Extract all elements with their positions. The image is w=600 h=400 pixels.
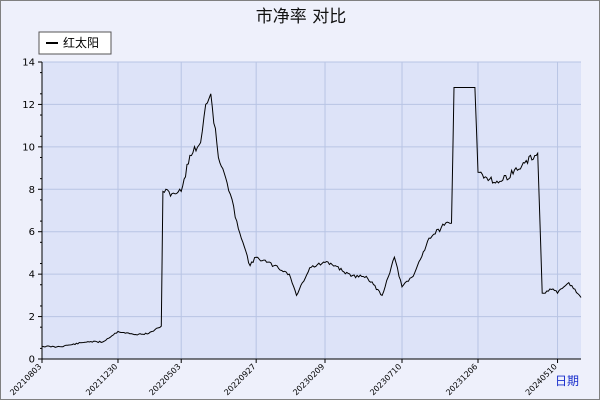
series-line-hongtaiyang bbox=[41, 87, 582, 348]
y-tick-label: 12 bbox=[22, 100, 35, 111]
y-tick-label: 10 bbox=[22, 142, 35, 153]
x-tick-label: 20230710 bbox=[368, 362, 403, 397]
series-layer bbox=[41, 87, 582, 348]
axes bbox=[38, 61, 581, 363]
y-tick-label: 4 bbox=[29, 270, 35, 281]
x-tick-label: 20240510 bbox=[524, 362, 559, 397]
x-tick-label: 20231206 bbox=[444, 362, 479, 397]
y-tick-label: 2 bbox=[29, 312, 35, 323]
legend: 红太阳 bbox=[38, 31, 112, 55]
y-tick-label: 14 bbox=[22, 58, 35, 69]
x-tick-label: 20211230 bbox=[84, 362, 119, 397]
chart-title: 市净率 对比 bbox=[256, 7, 346, 27]
x-tick-label: 20220503 bbox=[147, 362, 182, 397]
y-tick-label: 6 bbox=[29, 227, 35, 238]
x-tick-label: 20230209 bbox=[291, 362, 326, 397]
plot-area bbox=[42, 62, 581, 359]
legend-box bbox=[38, 31, 112, 55]
y-tick-label: 0 bbox=[29, 355, 35, 366]
grid-lines bbox=[41, 61, 581, 360]
x-tick-label: 20220927 bbox=[222, 362, 257, 397]
legend-label: 红太阳 bbox=[63, 35, 99, 50]
x-axis-label: 日期 bbox=[555, 374, 579, 388]
y-tick-label: 8 bbox=[29, 185, 35, 196]
x-tick-label: 20210803 bbox=[8, 362, 43, 397]
